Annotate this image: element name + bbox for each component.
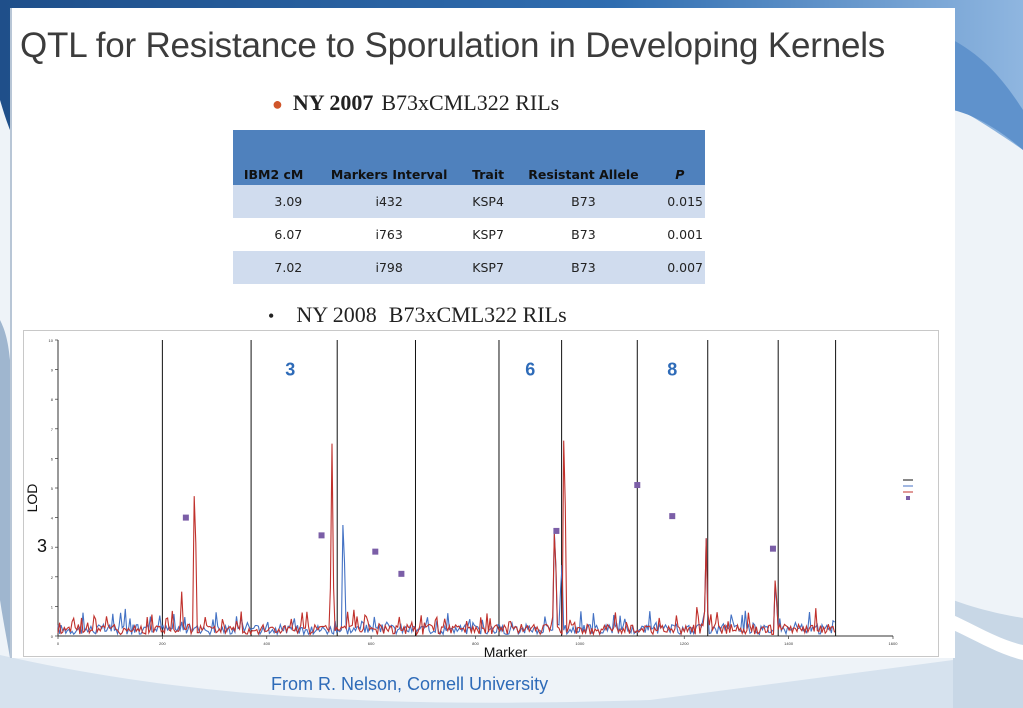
y-tick-label: 8 xyxy=(51,397,54,402)
table-row: 7.02 i798 KSP7 B73 0.007 xyxy=(233,251,705,284)
x-tick-label: 0 xyxy=(57,641,60,646)
chromosome-label: 3 xyxy=(285,360,295,380)
table-header-row: IBM2 cM Markers Interval Trait Resistant… xyxy=(233,130,705,185)
y-tick-label: 1 xyxy=(51,604,54,609)
x-tick-label: 400 xyxy=(263,641,270,646)
bullet-dot: • xyxy=(268,306,275,326)
y-tick-label: 7 xyxy=(51,427,54,432)
bullet-year: NY 2008 xyxy=(296,302,377,327)
marker-point xyxy=(669,513,676,520)
table-cell: 7.02 xyxy=(233,251,315,284)
y-tick-label: 3 xyxy=(51,545,54,550)
x-tick-label: 1000 xyxy=(575,641,585,646)
marker-point xyxy=(634,482,641,489)
x-tick-label: 600 xyxy=(368,641,375,646)
table-cell: KSP7 xyxy=(464,218,513,251)
qtl-table: IBM2 cM Markers Interval Trait Resistant… xyxy=(233,130,705,284)
table-cell: KSP4 xyxy=(464,185,513,218)
left-annotation: 3 xyxy=(37,536,48,556)
table-cell: i763 xyxy=(314,218,465,251)
marker-point xyxy=(318,532,325,539)
source-credit: From R. Nelson, Cornell University xyxy=(271,674,549,694)
bullet-population: B73xCML322 RILs xyxy=(381,90,560,115)
table-cell: 3.09 xyxy=(233,185,315,218)
y-tick-label: 6 xyxy=(51,456,54,461)
x-tick-label: 1200 xyxy=(680,641,690,646)
marker-point xyxy=(769,545,776,552)
table-cell: 0.007 xyxy=(654,251,705,284)
y-tick-label: 9 xyxy=(51,368,54,373)
table-cell: 0.001 xyxy=(654,218,705,251)
table-cell: B73 xyxy=(512,185,655,218)
x-axis-label: Marker xyxy=(484,644,528,658)
y-tick-label: 0 xyxy=(51,634,54,639)
bullet-year: NY 2007 xyxy=(292,90,374,115)
chromosome-label: 6 xyxy=(525,360,535,380)
marker-point xyxy=(398,570,405,577)
y-axis-label: LOD xyxy=(24,484,40,513)
table-cell: i432 xyxy=(314,185,465,218)
table-cell: 6.07 xyxy=(233,218,315,251)
table-row: 3.09 i432 KSP4 B73 0.015 xyxy=(233,185,705,218)
bullet-ny2008: • NY 2008 B73xCML322 RILs xyxy=(268,302,567,328)
series-line-red xyxy=(57,440,836,637)
table-header: Markers Interval xyxy=(314,130,465,185)
x-tick-label: 200 xyxy=(159,641,166,646)
x-tick-label: 800 xyxy=(472,641,479,646)
x-tick-label: 1600 xyxy=(889,641,899,646)
table-header: Trait xyxy=(464,130,513,185)
table-cell: KSP7 xyxy=(464,251,513,284)
table-cell: B73 xyxy=(512,218,655,251)
x-tick-label: 1400 xyxy=(784,641,794,646)
table-cell: 0.015 xyxy=(654,185,705,218)
table-header: Resistant Allele xyxy=(512,130,655,185)
y-tick-label: 5 xyxy=(51,486,54,491)
slide-title: QTL for Resistance to Sporulation in Dev… xyxy=(20,26,886,65)
marker-point xyxy=(553,527,560,534)
chart-frame xyxy=(23,330,939,657)
y-tick-label: 10 xyxy=(49,338,54,343)
legend-swatch xyxy=(906,496,910,500)
table-row: 6.07 i763 KSP7 B73 0.001 xyxy=(233,218,705,251)
table-cell: i798 xyxy=(314,251,465,284)
table-header: P xyxy=(654,130,705,185)
bullet-dot: ● xyxy=(272,94,283,114)
lod-chart: 0 1 2 3 4 5 6 7 8 9 10 0 200 400 600 800 1000 1200 1400 160… xyxy=(23,330,939,658)
table-header: IBM2 cM xyxy=(233,130,315,185)
table-cell: B73 xyxy=(512,251,655,284)
marker-point xyxy=(182,514,189,521)
bullet-ny2007: ● NY 2007 B73xCML322 RILs xyxy=(272,90,559,116)
y-tick-label: 4 xyxy=(51,516,54,521)
chromosome-label: 8 xyxy=(667,360,677,380)
marker-point xyxy=(372,548,379,555)
bullet-population: B73xCML322 RILs xyxy=(388,302,567,327)
y-tick-label: 2 xyxy=(51,575,54,580)
